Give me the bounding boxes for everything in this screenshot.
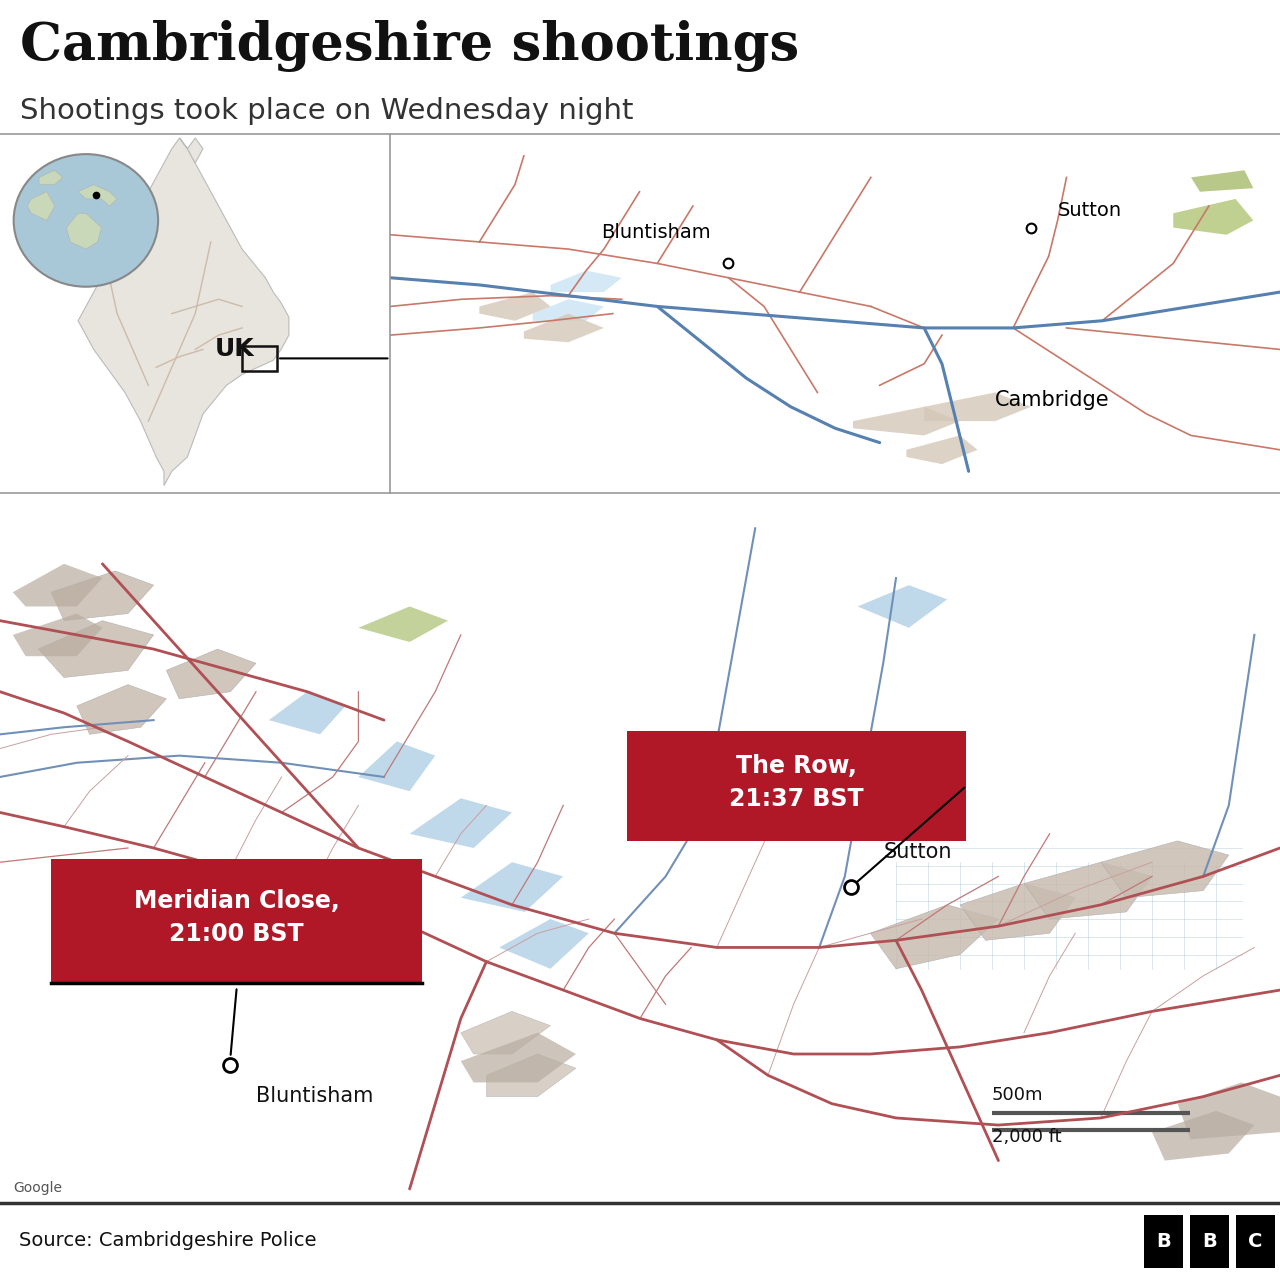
Bar (242, 346, 278, 371)
Text: 2,000 ft: 2,000 ft (992, 1129, 1061, 1147)
Polygon shape (78, 138, 289, 485)
Text: Cambridge: Cambridge (996, 389, 1110, 410)
Polygon shape (499, 919, 589, 969)
Polygon shape (1024, 863, 1152, 919)
Polygon shape (67, 214, 101, 250)
Polygon shape (858, 585, 947, 627)
Polygon shape (1101, 841, 1229, 897)
Polygon shape (480, 292, 550, 321)
Polygon shape (166, 649, 256, 699)
Polygon shape (38, 170, 63, 184)
FancyBboxPatch shape (1236, 1216, 1275, 1267)
Polygon shape (179, 138, 204, 163)
Polygon shape (924, 393, 1030, 421)
Text: Bluntisham: Bluntisham (256, 1085, 374, 1106)
Text: Sutton: Sutton (1057, 201, 1121, 220)
Polygon shape (532, 300, 604, 321)
Polygon shape (13, 613, 102, 657)
Text: The Row,
21:37 BST: The Row, 21:37 BST (730, 754, 864, 812)
Polygon shape (38, 621, 154, 677)
Polygon shape (27, 192, 55, 220)
FancyBboxPatch shape (627, 731, 966, 841)
Polygon shape (51, 571, 154, 621)
Text: Shootings took place on Wednesday night: Shootings took place on Wednesday night (20, 97, 634, 124)
Polygon shape (550, 270, 622, 292)
Polygon shape (31, 214, 70, 270)
FancyBboxPatch shape (51, 859, 422, 983)
Polygon shape (852, 407, 960, 435)
Polygon shape (1178, 1083, 1280, 1139)
FancyBboxPatch shape (1144, 1216, 1183, 1267)
Polygon shape (13, 563, 102, 607)
Text: Source: Cambridgeshire Police: Source: Cambridgeshire Police (19, 1230, 316, 1249)
Polygon shape (410, 799, 512, 847)
Polygon shape (486, 1053, 576, 1097)
Polygon shape (269, 691, 346, 735)
Text: Bluntisham: Bluntisham (602, 223, 710, 242)
Text: UK: UK (215, 338, 253, 361)
Circle shape (14, 154, 159, 287)
FancyBboxPatch shape (1190, 1216, 1229, 1267)
Polygon shape (461, 1011, 550, 1053)
Text: Meridian Close,
21:00 BST: Meridian Close, 21:00 BST (134, 888, 339, 946)
Polygon shape (906, 435, 978, 465)
Polygon shape (461, 1033, 576, 1083)
Text: B: B (1202, 1233, 1217, 1251)
Text: Google: Google (13, 1180, 61, 1194)
Polygon shape (524, 314, 604, 342)
Text: 500m: 500m (992, 1085, 1043, 1103)
Polygon shape (1190, 170, 1253, 192)
Polygon shape (358, 607, 448, 643)
Text: Cambridgeshire shootings: Cambridgeshire shootings (20, 20, 800, 72)
Polygon shape (960, 883, 1075, 941)
Polygon shape (1174, 198, 1253, 234)
Polygon shape (77, 685, 166, 735)
Polygon shape (1152, 1111, 1254, 1161)
Polygon shape (78, 184, 118, 206)
Polygon shape (358, 741, 435, 791)
Text: Sutton: Sutton (883, 842, 952, 863)
Polygon shape (461, 863, 563, 911)
Text: B: B (1156, 1233, 1171, 1251)
Polygon shape (870, 905, 998, 969)
Text: C: C (1248, 1233, 1263, 1251)
